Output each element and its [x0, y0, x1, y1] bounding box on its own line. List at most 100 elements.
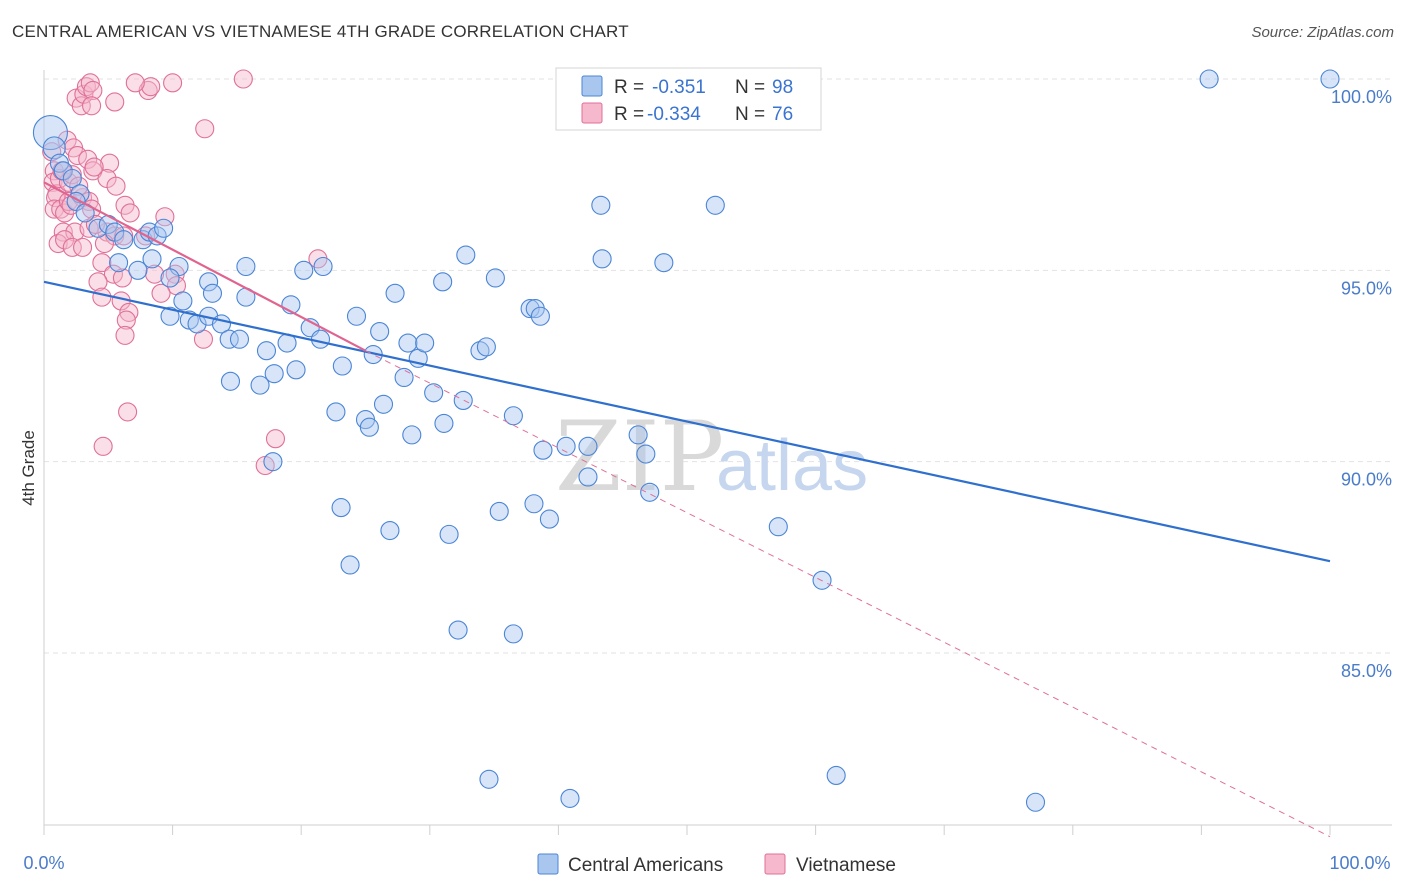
central-american-point: [485, 268, 505, 288]
y-tick-label: 90.0%: [1341, 470, 1392, 490]
central-american-point: [439, 524, 459, 544]
vietnamese-point: [65, 222, 85, 242]
legend-n-label-1: N =: [735, 77, 765, 98]
central-american-point: [539, 509, 559, 529]
vietnamese-point: [82, 96, 102, 116]
legend-n-value-2: 76: [772, 104, 793, 125]
bottom-legend-vietnamese: Vietnamese: [796, 855, 896, 876]
vietnamese-point: [83, 80, 103, 101]
bottom-legend-central-americans: Central Americans: [568, 855, 723, 876]
vietnamese-point: [112, 268, 132, 288]
central-american-point: [489, 501, 509, 521]
central-american-point: [556, 436, 576, 456]
central-american-point: [310, 329, 331, 349]
watermark-zip: ZIP: [555, 401, 724, 513]
central-american-point: [434, 413, 454, 433]
vietnamese-point: [55, 203, 75, 223]
vietnamese-point: [67, 145, 87, 166]
vietnamese-point: [80, 73, 100, 93]
vietnamese-point: [73, 237, 93, 257]
vietnamese-point: [92, 253, 112, 273]
central-american-point: [160, 268, 180, 288]
central-american-point: [332, 356, 352, 376]
central-american-point: [370, 322, 390, 342]
legend-swatch-pink: [581, 102, 603, 124]
central-american-point: [62, 168, 82, 189]
central-american-point: [768, 517, 788, 537]
bottom-legend-swatch-blue: [537, 853, 559, 875]
vietnamese-point: [118, 402, 138, 422]
vietnamese-point: [115, 325, 135, 345]
central-american-point: [394, 367, 414, 388]
vietnamese-point: [92, 287, 112, 307]
central-american-point: [476, 337, 496, 357]
vietnamese-point: [265, 429, 286, 449]
vietnamese-point: [163, 73, 183, 93]
central-american-point: [453, 390, 473, 410]
central-american-point: [385, 283, 405, 303]
central-american-point: [524, 494, 544, 514]
vietnamese-point: [55, 230, 75, 250]
central-american-point: [520, 299, 540, 319]
central-american-point: [705, 195, 725, 215]
y-axis-title: 4th Grade: [19, 430, 38, 506]
central-american-point: [220, 371, 241, 391]
vietnamese-point: [151, 283, 171, 303]
vietnamese-point: [88, 272, 108, 292]
central-american-points: [32, 69, 1340, 812]
vietnamese-point: [93, 436, 113, 456]
central-american-point: [32, 115, 68, 151]
vietnamese-point: [100, 153, 120, 173]
central-american-point: [1025, 792, 1046, 812]
central-american-point: [433, 272, 453, 292]
vietnamese-point: [233, 69, 253, 89]
vietnamese-point: [78, 149, 98, 169]
central-american-point: [294, 260, 314, 280]
legend-n-value-1: 98: [772, 77, 793, 98]
legend-r-value-1: -0.351: [652, 77, 706, 98]
central-american-point: [154, 218, 174, 238]
central-american-point: [591, 195, 611, 215]
vietnamese-point: [51, 199, 71, 219]
legend-r-value-2: -0.334: [647, 104, 701, 125]
central-american-point: [578, 467, 598, 487]
vietnamese-point: [106, 176, 126, 196]
central-american-point: [286, 360, 306, 380]
vietnamese-point: [116, 310, 136, 330]
chart-title: CENTRAL AMERICAN VS VIETNAMESE 4TH GRADE…: [12, 22, 629, 41]
central-american-point: [199, 272, 219, 292]
y-tick-label: 100.0%: [1331, 87, 1392, 107]
central-american-point: [826, 765, 846, 786]
central-american-point: [448, 620, 468, 640]
central-american-point: [313, 256, 333, 277]
central-american-point: [256, 341, 277, 361]
central-american-point: [373, 394, 394, 414]
trend-lines: [43, 181, 1331, 838]
central-american-point: [578, 436, 598, 456]
central-american-point: [398, 333, 418, 353]
central-american-point: [640, 482, 660, 502]
central-american-point: [109, 253, 129, 273]
central-american-point: [229, 329, 250, 349]
central-american-point: [456, 245, 476, 265]
central-american-point: [1320, 69, 1340, 89]
legend-r-label-2: R =: [614, 104, 644, 125]
legend-n-label-2: N =: [735, 104, 765, 125]
central-american-point: [236, 256, 256, 277]
vietnamese-points: [42, 69, 328, 476]
central-american-point: [128, 260, 148, 280]
vietnamese-point: [69, 176, 89, 196]
vietnamese-point: [141, 77, 161, 97]
central-american-point: [503, 624, 523, 644]
y-tick-label: 95.0%: [1341, 278, 1392, 298]
vietnamese-trend-line: [43, 181, 367, 352]
central-american-point: [424, 383, 444, 403]
central-american-point: [142, 249, 162, 269]
grid-lines: [44, 78, 1392, 654]
central-american-point: [340, 555, 360, 575]
central-american-point: [628, 425, 648, 445]
central-american-point: [533, 440, 553, 460]
x-tick-label-min: 0.0%: [23, 853, 64, 873]
y-tick-label: 85.0%: [1341, 661, 1392, 681]
